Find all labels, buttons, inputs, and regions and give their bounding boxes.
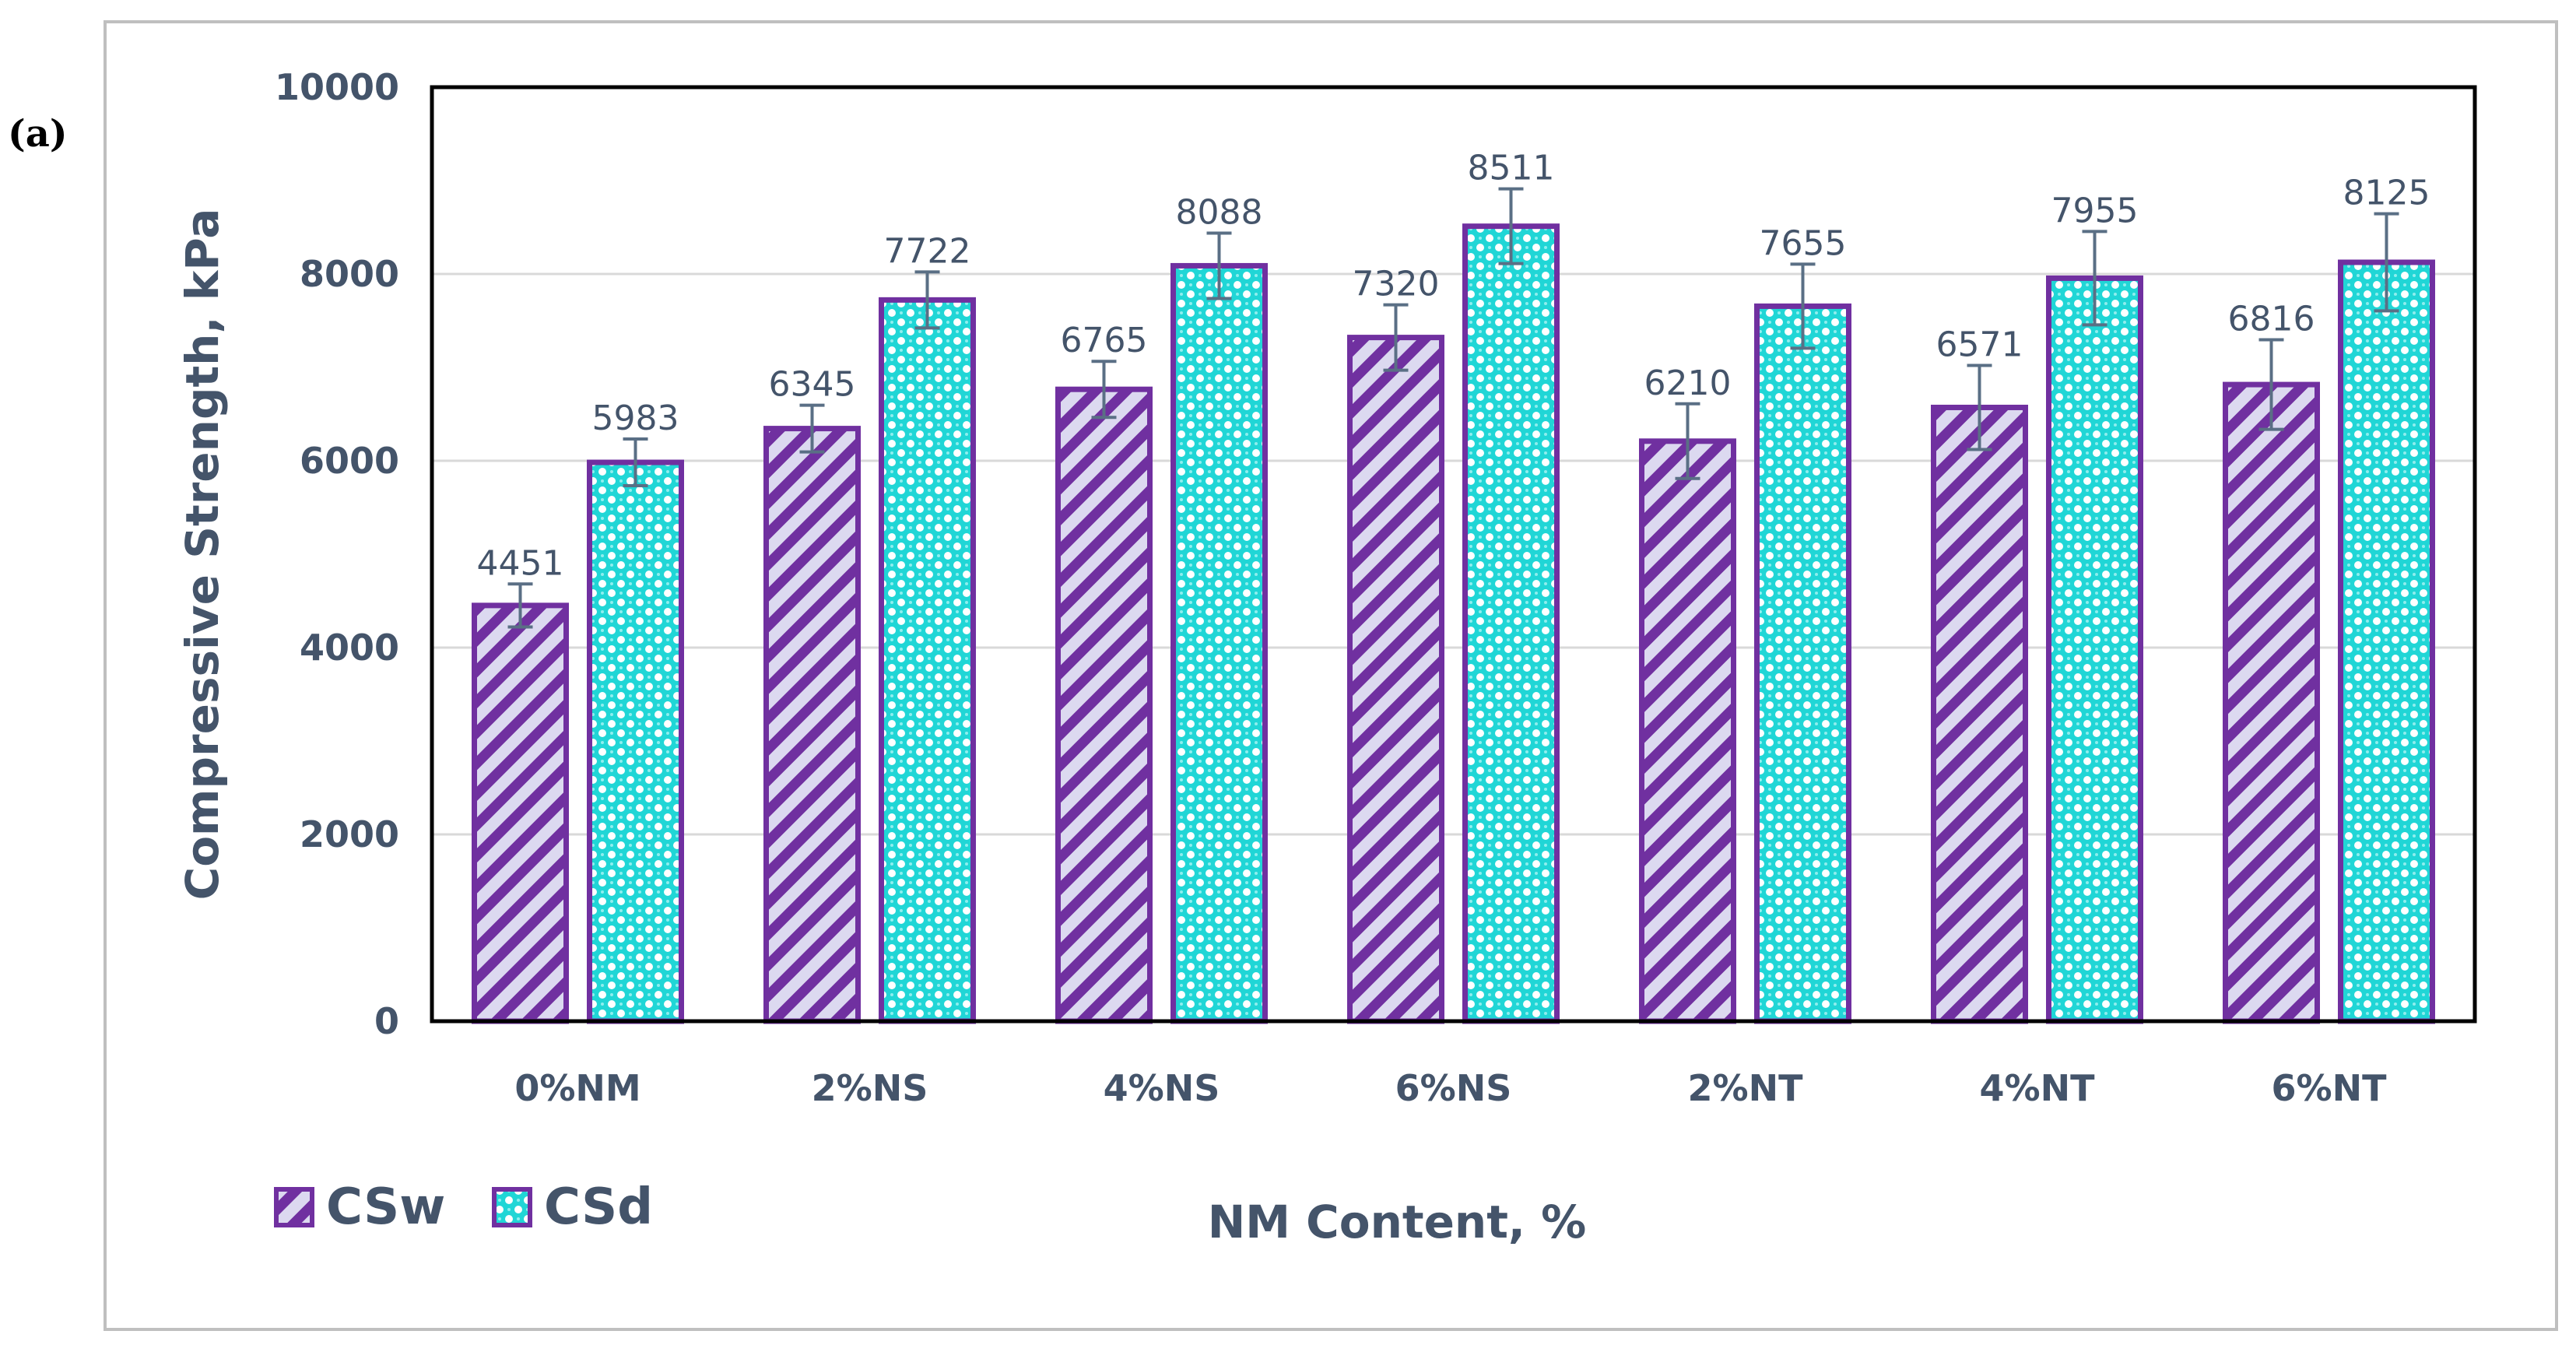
x-axis-categories: 0%NM 2%NS 4%NS 6%NS 2%NT 4%NT 6%NT <box>514 1067 2387 1109</box>
data-label: 7655 <box>1760 223 1847 263</box>
x-category-label: 2%NS <box>812 1067 928 1109</box>
data-label: 8088 <box>1176 192 1263 232</box>
y-tick-label: 4000 <box>300 627 399 669</box>
legend-label-csd: CSd <box>544 1178 653 1236</box>
bar-csw <box>1347 335 1444 1024</box>
x-axis-title: NM Content, % <box>1208 1196 1587 1248</box>
y-tick-label: 8000 <box>300 253 399 295</box>
bar-csw <box>472 602 569 1024</box>
bar-csd <box>587 459 684 1024</box>
data-labels: 4451 5983 6345 7722 6765 8088 7320 8511 6210 7655… <box>477 149 2430 584</box>
bar-csd <box>1462 223 1560 1024</box>
bar-csw <box>1639 438 1736 1024</box>
bar-csd <box>2046 275 2143 1024</box>
x-category-label: 2%NT <box>1688 1067 1804 1109</box>
data-label: 7320 <box>1353 265 1440 304</box>
bar-csd <box>2338 259 2435 1024</box>
bar-csw <box>2223 381 2320 1024</box>
bar-csd <box>1170 262 1268 1024</box>
y-axis-ticks: 0 2000 4000 6000 8000 10000 <box>275 66 399 1042</box>
y-axis-title: Compressive Strength, kPa <box>176 209 229 901</box>
data-label: 4451 <box>477 543 564 583</box>
x-category-label: 4%NS <box>1104 1067 1220 1109</box>
y-tick-label: 10000 <box>275 66 399 108</box>
data-label: 6765 <box>1061 321 1148 360</box>
data-label: 5983 <box>592 399 679 438</box>
x-category-label: 6%NS <box>1395 1067 1512 1109</box>
data-label: 8125 <box>2343 174 2430 213</box>
y-tick-label: 6000 <box>300 440 399 482</box>
legend: CSw CSd <box>274 1178 653 1236</box>
bar-csd <box>879 297 976 1024</box>
bar-csw <box>763 426 861 1024</box>
x-category-label: 0%NM <box>514 1067 640 1109</box>
bar-csw <box>1931 404 2028 1024</box>
legend-swatch-csw <box>274 1187 314 1227</box>
panel-label: (a) <box>8 112 68 156</box>
x-category-label: 6%NT <box>2272 1067 2388 1109</box>
data-label: 6571 <box>1936 325 2023 364</box>
bar-csw <box>1055 386 1153 1024</box>
plot-area-border <box>430 85 2477 1024</box>
legend-swatch-csd <box>492 1187 532 1227</box>
data-label: 7955 <box>2051 191 2139 230</box>
data-label: 8511 <box>1468 149 1555 188</box>
data-label: 6816 <box>2228 299 2315 339</box>
data-label: 6345 <box>769 365 856 405</box>
error-bars <box>507 187 2399 629</box>
bars <box>472 223 2435 1024</box>
x-category-label: 4%NT <box>1980 1067 2096 1109</box>
data-label: 7722 <box>884 231 971 271</box>
y-tick-label: 2000 <box>300 813 399 855</box>
bar-csd <box>1754 303 1851 1024</box>
data-label: 6210 <box>1644 363 1732 403</box>
y-tick-label: 0 <box>374 1000 399 1042</box>
legend-label-csw: CSw <box>326 1178 445 1236</box>
